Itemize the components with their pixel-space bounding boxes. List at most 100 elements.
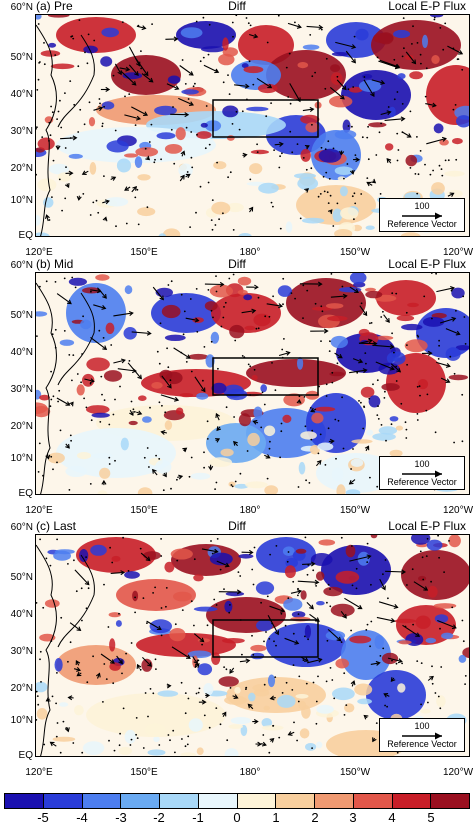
flux-vector bbox=[239, 658, 251, 664]
significance-dot bbox=[279, 456, 281, 459]
lat-label: EQ bbox=[18, 230, 33, 241]
lon-label: 180° bbox=[239, 505, 261, 516]
colorbar-swatch bbox=[82, 794, 122, 808]
significance-dot bbox=[48, 219, 51, 221]
anomaly-patch bbox=[370, 535, 378, 539]
significance-dot bbox=[297, 700, 300, 703]
anomaly-patch bbox=[105, 322, 115, 334]
flux-vector bbox=[221, 711, 227, 717]
significance-dot bbox=[268, 447, 271, 450]
anomaly-patch bbox=[109, 638, 116, 652]
significance-dot bbox=[43, 42, 45, 44]
anomaly-patch bbox=[36, 681, 48, 693]
significance-dot bbox=[246, 450, 249, 452]
anomaly-patch bbox=[153, 736, 160, 743]
anomaly-patch bbox=[238, 554, 254, 559]
anomaly-patch bbox=[297, 176, 319, 191]
flux-vector bbox=[359, 305, 368, 317]
lat-label: 50°N bbox=[10, 572, 33, 583]
significance-dot bbox=[396, 159, 399, 162]
anomaly-patch bbox=[372, 432, 396, 441]
flux-vector bbox=[327, 209, 333, 215]
significance-dot bbox=[189, 226, 192, 229]
significance-dot bbox=[215, 290, 218, 293]
anomaly-patch bbox=[264, 485, 279, 494]
flux-vector bbox=[201, 548, 219, 554]
significance-dot bbox=[416, 136, 418, 138]
significance-dot bbox=[345, 704, 348, 706]
significance-dot bbox=[391, 659, 393, 662]
significance-dot bbox=[118, 744, 121, 747]
anomaly-patch bbox=[331, 467, 344, 482]
significance-dot bbox=[269, 553, 271, 556]
anomaly-patch bbox=[425, 637, 437, 644]
flux-vector bbox=[264, 454, 271, 459]
flux-vector bbox=[246, 284, 259, 290]
lat-label: 20°N bbox=[10, 163, 33, 174]
anomaly-patch bbox=[173, 591, 192, 602]
anomaly-patch bbox=[420, 709, 431, 714]
lat-label: 10°N bbox=[10, 195, 33, 206]
flux-vector bbox=[128, 46, 141, 67]
anomaly-patch bbox=[329, 371, 345, 377]
colorbar-swatch bbox=[276, 794, 315, 808]
anomaly-patch bbox=[381, 383, 400, 391]
significance-dot bbox=[290, 292, 293, 294]
significance-dot bbox=[441, 174, 444, 177]
reference-vector-box: 100 Reference Vector bbox=[379, 198, 465, 232]
flux-vector bbox=[386, 157, 392, 164]
reference-vector-label: Reference Vector bbox=[387, 477, 457, 487]
significance-dot bbox=[287, 597, 290, 600]
anomaly-patch bbox=[318, 148, 342, 163]
significance-dot bbox=[376, 485, 379, 488]
anomaly-patch bbox=[378, 32, 394, 45]
significance-dot bbox=[190, 370, 193, 373]
flux-vector bbox=[44, 214, 50, 222]
significance-dot bbox=[249, 365, 252, 368]
flux-vector bbox=[75, 660, 81, 666]
anomaly-patch bbox=[431, 55, 440, 64]
significance-dot bbox=[231, 123, 234, 125]
anomaly-patch bbox=[332, 687, 355, 701]
significance-dot bbox=[312, 681, 315, 684]
panel-b: (b) Mid Diff Local E-P Flux 100 Referenc… bbox=[0, 258, 474, 518]
anomaly-patch bbox=[161, 304, 181, 319]
significance-dot bbox=[99, 102, 101, 105]
significance-dot bbox=[55, 702, 57, 705]
anomaly-patch bbox=[305, 122, 320, 133]
flux-vector bbox=[405, 51, 417, 65]
significance-dot bbox=[223, 666, 226, 668]
flux-vector bbox=[384, 116, 406, 122]
significance-dot bbox=[107, 626, 110, 628]
significance-dot bbox=[437, 535, 439, 537]
significance-dot bbox=[83, 123, 86, 126]
significance-dot bbox=[156, 350, 159, 353]
flux-vector bbox=[232, 694, 239, 699]
significance-dot bbox=[134, 611, 136, 614]
significance-dot bbox=[320, 305, 323, 308]
flux-vector bbox=[204, 281, 225, 287]
anomaly-patch bbox=[218, 676, 239, 687]
significance-dot bbox=[401, 55, 404, 58]
reference-vector-box: 100 Reference Vector bbox=[379, 456, 465, 490]
anomaly-patch bbox=[330, 335, 348, 349]
flux-vector bbox=[97, 287, 107, 299]
significance-dot bbox=[364, 352, 367, 354]
colorbar-swatch bbox=[121, 794, 160, 808]
anomaly-patch bbox=[156, 132, 176, 140]
region-box bbox=[212, 99, 319, 138]
significance-dot bbox=[109, 546, 111, 549]
significance-dot bbox=[199, 60, 202, 63]
significance-dot bbox=[377, 405, 379, 407]
significance-dot bbox=[239, 575, 242, 577]
significance-dot bbox=[343, 714, 346, 716]
significance-dot bbox=[187, 697, 190, 700]
anomaly-patch bbox=[52, 736, 76, 742]
flux-vector bbox=[426, 136, 447, 145]
significance-dot bbox=[102, 337, 105, 339]
anomaly-patch bbox=[44, 599, 60, 608]
significance-dot bbox=[165, 587, 168, 589]
anomaly-patch bbox=[226, 677, 326, 713]
lat-label: 40°N bbox=[10, 347, 33, 358]
significance-dot bbox=[461, 393, 464, 396]
